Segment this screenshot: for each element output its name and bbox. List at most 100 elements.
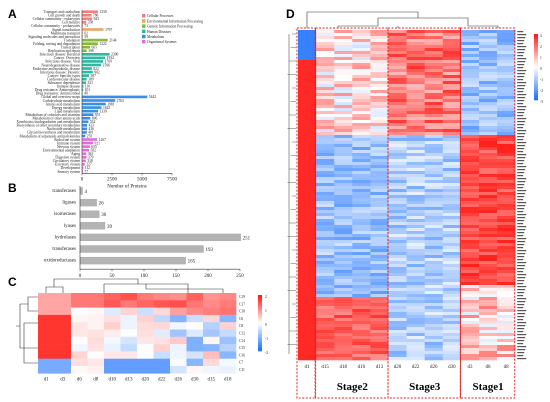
- heatmap-cell: [424, 138, 444, 142]
- heatmap-cell: [406, 267, 425, 271]
- heatmap-cell: [460, 324, 480, 328]
- heatmap-cell: [352, 216, 371, 220]
- heatmap-cell: [460, 84, 480, 88]
- heatmap-cell: [442, 321, 462, 325]
- legend-color-step: [534, 80, 538, 83]
- heatmap-cell: [352, 153, 371, 157]
- heatmap-cell: [71, 336, 88, 345]
- heatmap-cell: [460, 234, 480, 238]
- legend-color-step: [258, 311, 262, 314]
- heatmap-cell: [334, 99, 353, 103]
- heatmap-cell: [334, 249, 353, 253]
- row-label-mark: [517, 94, 527, 96]
- heatmap-cell: [497, 36, 516, 40]
- heatmap-cell: [352, 198, 371, 202]
- heatmap-cell: [497, 129, 516, 133]
- heatmap-cell: [388, 330, 407, 334]
- heatmap-cell: [298, 189, 317, 193]
- heatmap-cell: [497, 330, 516, 334]
- heatmap-cell: [460, 213, 480, 217]
- heatmap-cell: [424, 300, 444, 304]
- bar: [82, 67, 92, 70]
- heatmap-cell: [38, 300, 55, 308]
- heatmap-cell: [406, 48, 425, 52]
- heatmap-cell: [479, 219, 498, 223]
- heatmap-cell: [334, 183, 353, 187]
- heatmap-cell: [298, 342, 317, 346]
- x-tick-label: 50: [110, 274, 116, 279]
- heatmap-cell: [38, 329, 55, 338]
- heatmap-cell: [316, 192, 335, 196]
- heatmap-cell: [316, 177, 335, 181]
- heatmap-cell: [137, 344, 154, 352]
- heatmap-cell: [137, 351, 154, 359]
- heatmap-cell: [334, 330, 353, 334]
- heatmap-cell: [442, 324, 462, 328]
- heatmap-cell: [352, 120, 371, 124]
- heatmap-cell: [442, 327, 462, 331]
- heatmap-cell: [442, 213, 462, 217]
- heatmap-cell: [298, 72, 317, 76]
- bar-label: hydrolases: [55, 235, 76, 240]
- heatmap-cell: [388, 234, 407, 238]
- row-label-mark: [517, 271, 524, 273]
- heatmap-cell: [316, 294, 335, 298]
- heatmap-cell: [497, 66, 516, 70]
- heatmap-cell: [497, 243, 516, 247]
- bar: [82, 38, 108, 42]
- heatmap-cell: [370, 186, 389, 190]
- column-label: d20: [142, 377, 150, 382]
- heatmap-cell: [186, 300, 204, 308]
- legend-color-step: [258, 297, 262, 300]
- legend-color-step: [534, 40, 538, 44]
- heatmap-cell: [497, 177, 516, 181]
- heatmap-cell: [442, 36, 462, 40]
- heatmap-cell: [424, 159, 444, 163]
- heatmap-cell: [406, 264, 425, 268]
- heatmap-cell: [120, 300, 138, 308]
- bar: [82, 31, 83, 35]
- bar-value: 5442: [149, 95, 156, 99]
- heatmap-cell: [406, 348, 425, 352]
- bar-value: 2300: [111, 53, 118, 57]
- heatmap-cell: [406, 135, 425, 139]
- bar-value: 398: [88, 49, 94, 53]
- heatmap-cell: [334, 342, 353, 346]
- heatmap-cell: [460, 237, 480, 241]
- heatmap-cell: [497, 120, 516, 124]
- bar-label: Transcription: [61, 46, 80, 50]
- heatmap-cell: [442, 204, 462, 208]
- heatmap-cell: [442, 297, 462, 301]
- heatmap-cell: [460, 261, 480, 265]
- heatmap-cell: [316, 93, 335, 97]
- heatmap-cell: [497, 198, 516, 202]
- heatmap-cell: [334, 147, 353, 151]
- legend-color-step: [258, 323, 262, 326]
- heatmap-cell: [370, 135, 389, 139]
- heatmap-cell: [497, 216, 516, 220]
- heatmap-cell: [388, 282, 407, 286]
- heatmap-cell: [424, 195, 444, 199]
- legend-color-step: [534, 86, 538, 90]
- heatmap-cell: [406, 117, 425, 121]
- heatmap-cell: [298, 57, 317, 61]
- heatmap-cell: [406, 333, 425, 337]
- heatmap-cell: [497, 30, 516, 34]
- heatmap-cell: [334, 345, 353, 349]
- heatmap-cell: [460, 57, 480, 61]
- heatmap-cell: [298, 84, 317, 88]
- heatmap-cell: [442, 261, 462, 265]
- heatmap-cell: [442, 75, 462, 79]
- heatmap-cell: [334, 288, 353, 292]
- heatmap-cell: [406, 189, 425, 193]
- heatmap-cell: [104, 307, 121, 316]
- heatmap-cell: [479, 285, 498, 289]
- legend-tick: 1: [540, 56, 542, 60]
- heatmap-cell: [334, 114, 353, 118]
- row-label-mark: [517, 328, 525, 330]
- bar-label: Immune disease: [57, 85, 81, 89]
- legend-color-step: [258, 325, 262, 328]
- heatmap-cell: [388, 159, 407, 163]
- row-label-mark: [517, 205, 526, 207]
- heatmap-cell: [442, 168, 462, 172]
